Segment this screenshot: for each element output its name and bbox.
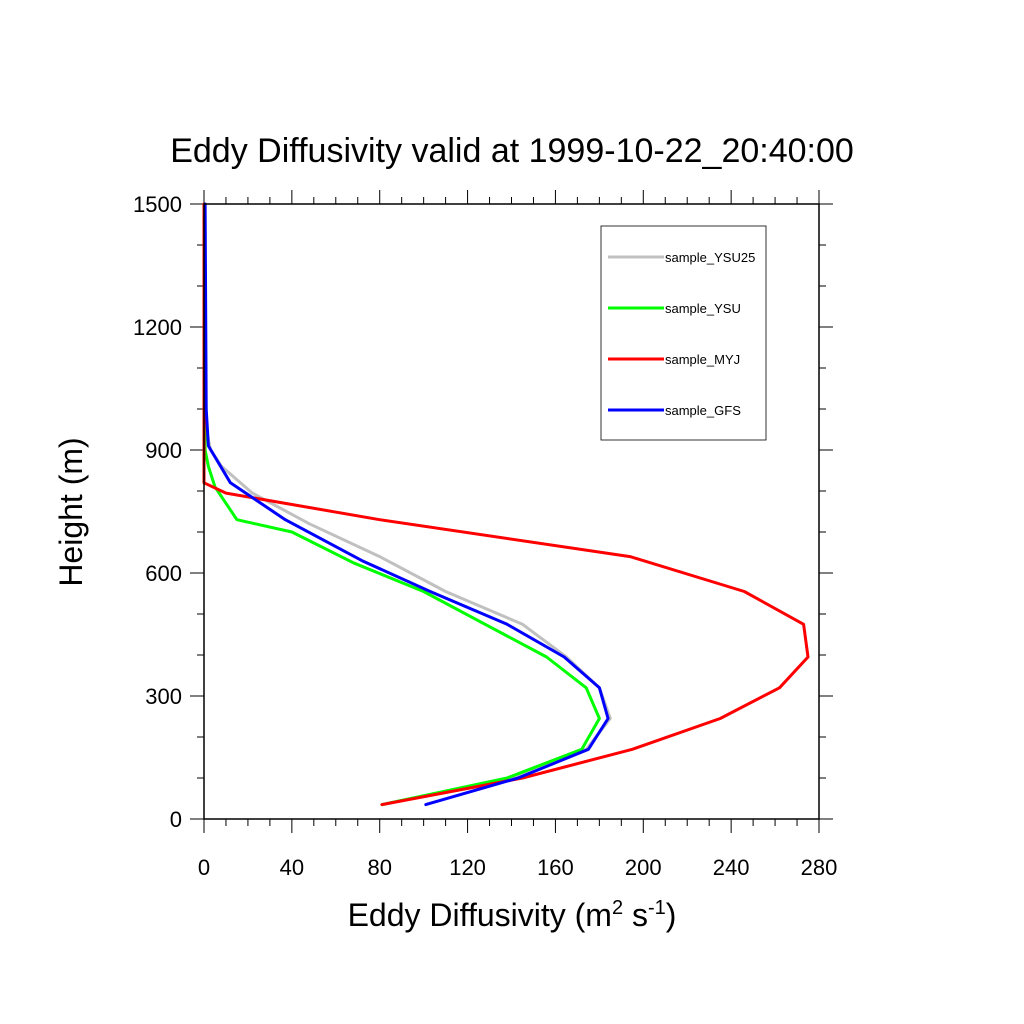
x-tick-label: 280 — [801, 855, 838, 880]
series-layer — [202, 202, 810, 807]
x-tick-label: 0 — [198, 855, 210, 880]
y-tick-label: 600 — [145, 561, 182, 586]
series-line-sample-gfs — [203, 202, 610, 807]
y-tick-label: 1200 — [133, 315, 182, 340]
x-axis-title: Eddy Diffusivity (m2 s-1) — [348, 897, 677, 933]
x-tick-label: 200 — [625, 855, 662, 880]
y-tick-label: 0 — [170, 807, 182, 832]
y-tick-label: 900 — [145, 438, 182, 463]
legend-label-sample-gfs: sample_GFS — [665, 403, 741, 418]
chart-title: Eddy Diffusivity valid at 1999-10-22_20:… — [170, 132, 854, 170]
legend-label-sample-ysu: sample_YSU — [665, 301, 741, 316]
legend-label-sample-myj: sample_MYJ — [665, 352, 740, 367]
plot-frame — [203, 203, 820, 820]
y-tick-label: 1500 — [133, 192, 182, 217]
x-axis-title-end: ) — [666, 897, 677, 933]
x-tick-label: 80 — [367, 855, 391, 880]
tick-marks — [190, 190, 833, 833]
x-axis-title-sup2: -1 — [648, 897, 666, 919]
x-tick-label: 120 — [449, 855, 486, 880]
series-line-sample-ysu — [202, 202, 601, 807]
legend: sample_YSU25 sample_YSU sample_MYJ sample_G… — [600, 225, 767, 441]
x-axis-title-base: Eddy Diffusivity (m — [348, 897, 612, 933]
x-tick-label: 40 — [280, 855, 304, 880]
x-axis-title-mid: s — [623, 897, 648, 933]
y-tick-label: 300 — [145, 684, 182, 709]
legend-label-sample-ysu25: sample_YSU25 — [665, 250, 755, 265]
x-axis-title-sup1: 2 — [612, 897, 623, 919]
legend-items: sample_YSU25 sample_YSU sample_MYJ sample_G… — [608, 250, 755, 418]
y-axis-title: Height (m) — [53, 437, 89, 586]
series-line-sample-myj — [202, 202, 810, 807]
legend-box — [600, 225, 767, 441]
x-tick-label: 240 — [713, 855, 750, 880]
tick-labels: 0 40 80 120 160 200 240 280 0 300 600 900 1200 1500 — [133, 192, 837, 880]
x-tick-label: 160 — [537, 855, 574, 880]
